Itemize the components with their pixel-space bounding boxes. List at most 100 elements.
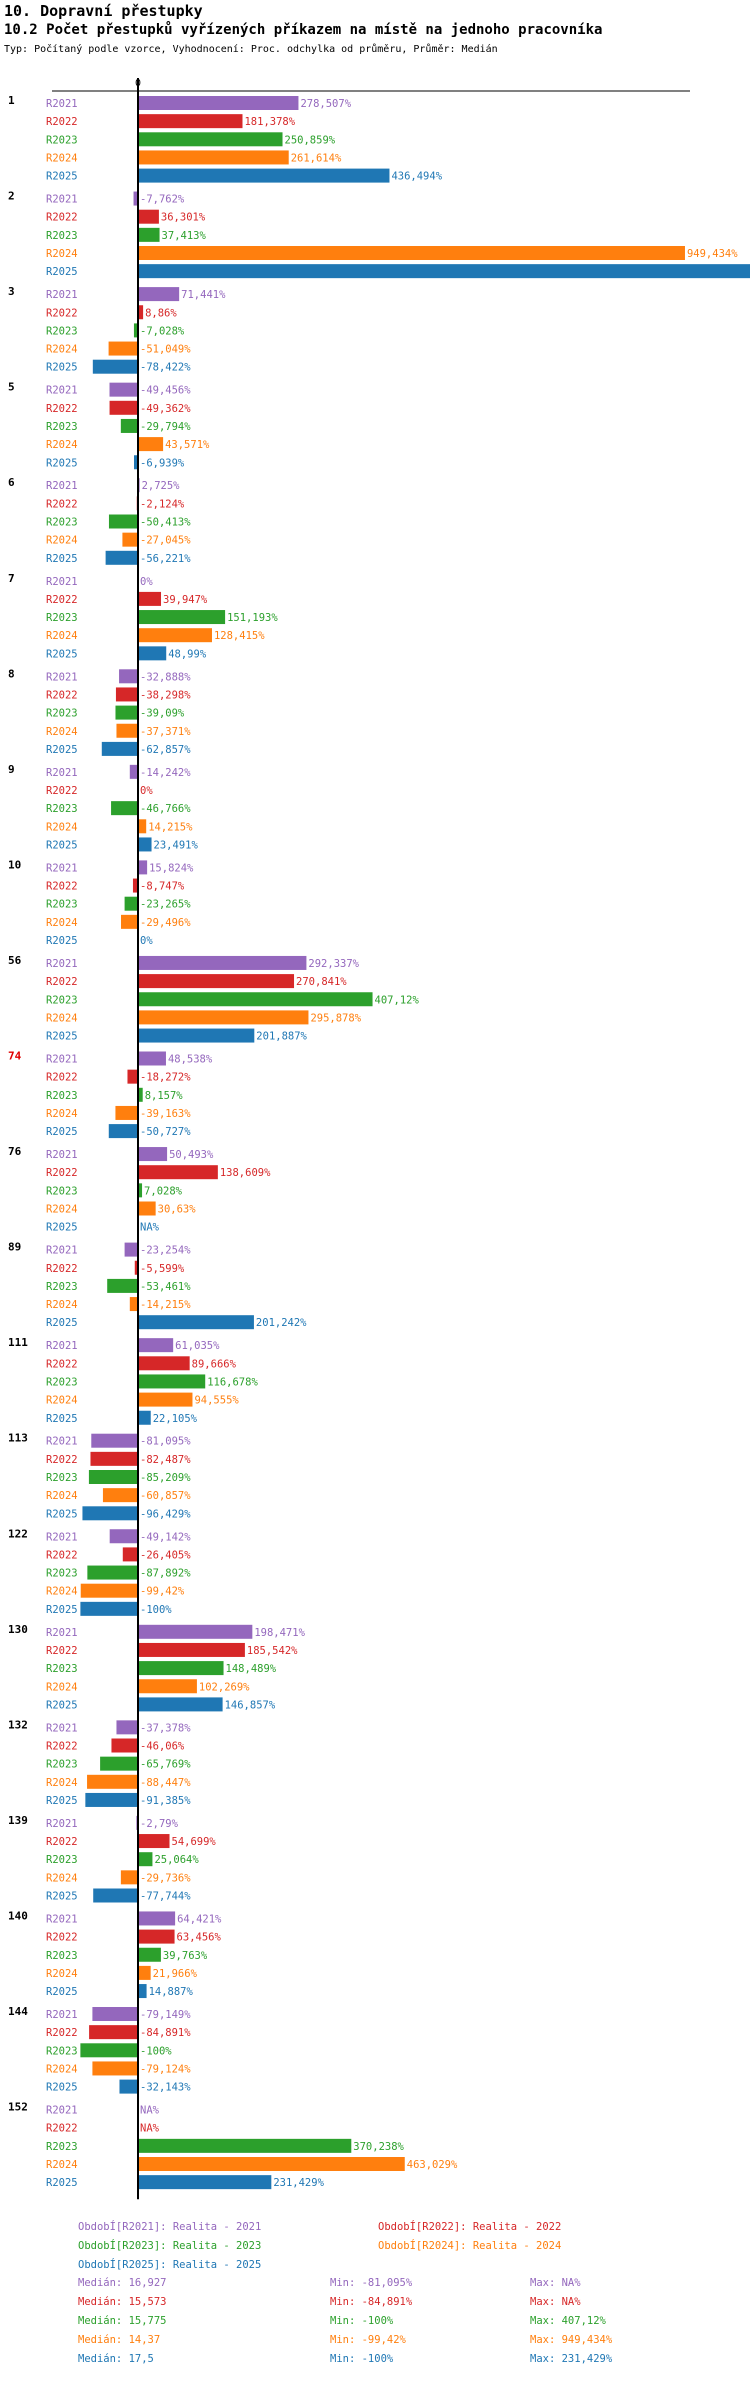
series-row-label: R2021 — [46, 1818, 78, 1830]
stat-min: Min: -99,42% — [330, 2334, 407, 2346]
bar-value-label: 292,337% — [308, 958, 359, 970]
bar — [138, 1852, 153, 1867]
stat-min: Min: -84,891% — [330, 2296, 413, 2308]
series-row-label: R2024 — [46, 248, 78, 260]
stat-max: Max: 949,434% — [530, 2334, 613, 2346]
bar-value-label: 181,378% — [244, 116, 295, 128]
series-row-label: R2025 — [46, 1126, 78, 1138]
bar-value-label: 39,947% — [163, 594, 208, 606]
bar-value-label: -100% — [140, 2045, 172, 2057]
bar-value-label: -29,496% — [140, 917, 191, 929]
stat-median: Medián: 17,5 — [78, 2353, 154, 2365]
bar — [138, 1947, 161, 1962]
bar-value-label: -49,456% — [140, 385, 191, 397]
stat-min: Min: -100% — [330, 2353, 394, 2365]
series-row-label: R2024 — [46, 1586, 78, 1598]
series-row-label: R2022 — [46, 785, 78, 797]
series-row-label: R2025 — [46, 1222, 78, 1234]
series-row-label: R2024 — [46, 1490, 78, 1502]
bar-value-label: 198,471% — [254, 1627, 305, 1639]
series-row-label: R2021 — [46, 2009, 78, 2021]
bar — [138, 114, 243, 129]
bar-value-label: 54,699% — [172, 1836, 217, 1848]
bar — [116, 723, 138, 738]
bar — [111, 1738, 138, 1753]
bar-value-label: 7,028% — [144, 1185, 183, 1197]
series-row-label: R2021 — [46, 194, 78, 206]
series-row-label: R2022 — [46, 1932, 78, 1944]
series-row-label: R2024 — [46, 726, 78, 738]
bar-value-label: -7,762% — [140, 194, 185, 206]
bar-value-label: 23,491% — [154, 839, 199, 851]
series-row-label: R2024 — [46, 439, 78, 451]
bar-value-label: 102,269% — [199, 1681, 250, 1693]
bar-value-label: 436,494% — [391, 171, 442, 183]
bar-value-label: -26,405% — [140, 1549, 191, 1561]
series-row-label: R2023 — [46, 1090, 78, 1102]
bar-value-label: 148,489% — [226, 1663, 277, 1675]
series-row-label: R2023 — [46, 421, 78, 433]
bar — [138, 1010, 309, 1025]
series-row-label: R2021 — [46, 1913, 78, 1925]
bar-value-label: 250,859% — [285, 134, 336, 146]
bar-value-label: -84,891% — [140, 2027, 191, 2039]
bar — [134, 1260, 138, 1275]
bar — [109, 1529, 138, 1544]
bar — [80, 2043, 138, 2058]
bar-value-label: -14,242% — [140, 767, 191, 779]
bar — [85, 1792, 138, 1807]
series-row-label: R2022 — [46, 212, 78, 224]
bar — [138, 1338, 174, 1353]
bar — [129, 1297, 138, 1312]
bar-value-label: NA% — [140, 2123, 160, 2135]
stat-min: Min: -100% — [330, 2315, 394, 2327]
series-row-label: R2023 — [46, 1950, 78, 1962]
series-row-label: R2022 — [46, 116, 78, 128]
bar — [108, 1124, 138, 1139]
group-label: 140 — [8, 1909, 28, 1922]
series-row-label: R2022 — [46, 1645, 78, 1657]
bar — [138, 1165, 218, 1180]
bar-value-label: -88,447% — [140, 1777, 191, 1789]
bar — [138, 992, 373, 1007]
bar — [138, 1834, 170, 1849]
bar-value-label: 36,301% — [161, 212, 206, 224]
series-row-label: R2024 — [46, 1681, 78, 1693]
series-row-label: R2024 — [46, 821, 78, 833]
bar — [122, 532, 138, 547]
bar — [138, 628, 212, 643]
bar — [138, 591, 162, 606]
bar-value-label: -8,747% — [140, 881, 185, 893]
bar — [133, 191, 138, 206]
stat-median: Medián: 15,573 — [78, 2296, 167, 2308]
bar-value-label: -2,124% — [140, 498, 185, 510]
series-row-label: R2025 — [46, 648, 78, 660]
bar-value-label: 370,238% — [353, 2141, 404, 2153]
series-row-label: R2021 — [46, 289, 78, 301]
bar-value-label: 128,415% — [214, 630, 265, 642]
series-row-label: R2023 — [46, 1472, 78, 1484]
series-row-label: R2025 — [46, 1795, 78, 1807]
bar — [127, 1069, 138, 1084]
bar — [108, 341, 138, 356]
bar — [138, 1183, 143, 1198]
series-row-label: R2021 — [46, 385, 78, 397]
bar — [92, 2007, 138, 2021]
bar — [119, 669, 138, 684]
series-row-label: R2025 — [46, 935, 78, 947]
bar-value-label: 37,413% — [162, 230, 207, 242]
bar-value-label: 8,157% — [145, 1090, 184, 1102]
bar — [124, 896, 138, 911]
bar-value-label: 2,725% — [142, 480, 181, 492]
bar-value-label: 48,538% — [168, 1054, 213, 1066]
bar-value-label: -37,378% — [140, 1722, 191, 1734]
bar-value-label: -32,888% — [140, 671, 191, 683]
group-label: 10 — [8, 858, 21, 871]
bar — [80, 1601, 138, 1616]
bar — [93, 1888, 138, 1903]
bar-value-label: -2,79% — [140, 1818, 179, 1830]
stat-max: Max: NA% — [530, 2296, 581, 2308]
bar — [89, 2025, 138, 2040]
group-label: 1 — [8, 94, 15, 107]
